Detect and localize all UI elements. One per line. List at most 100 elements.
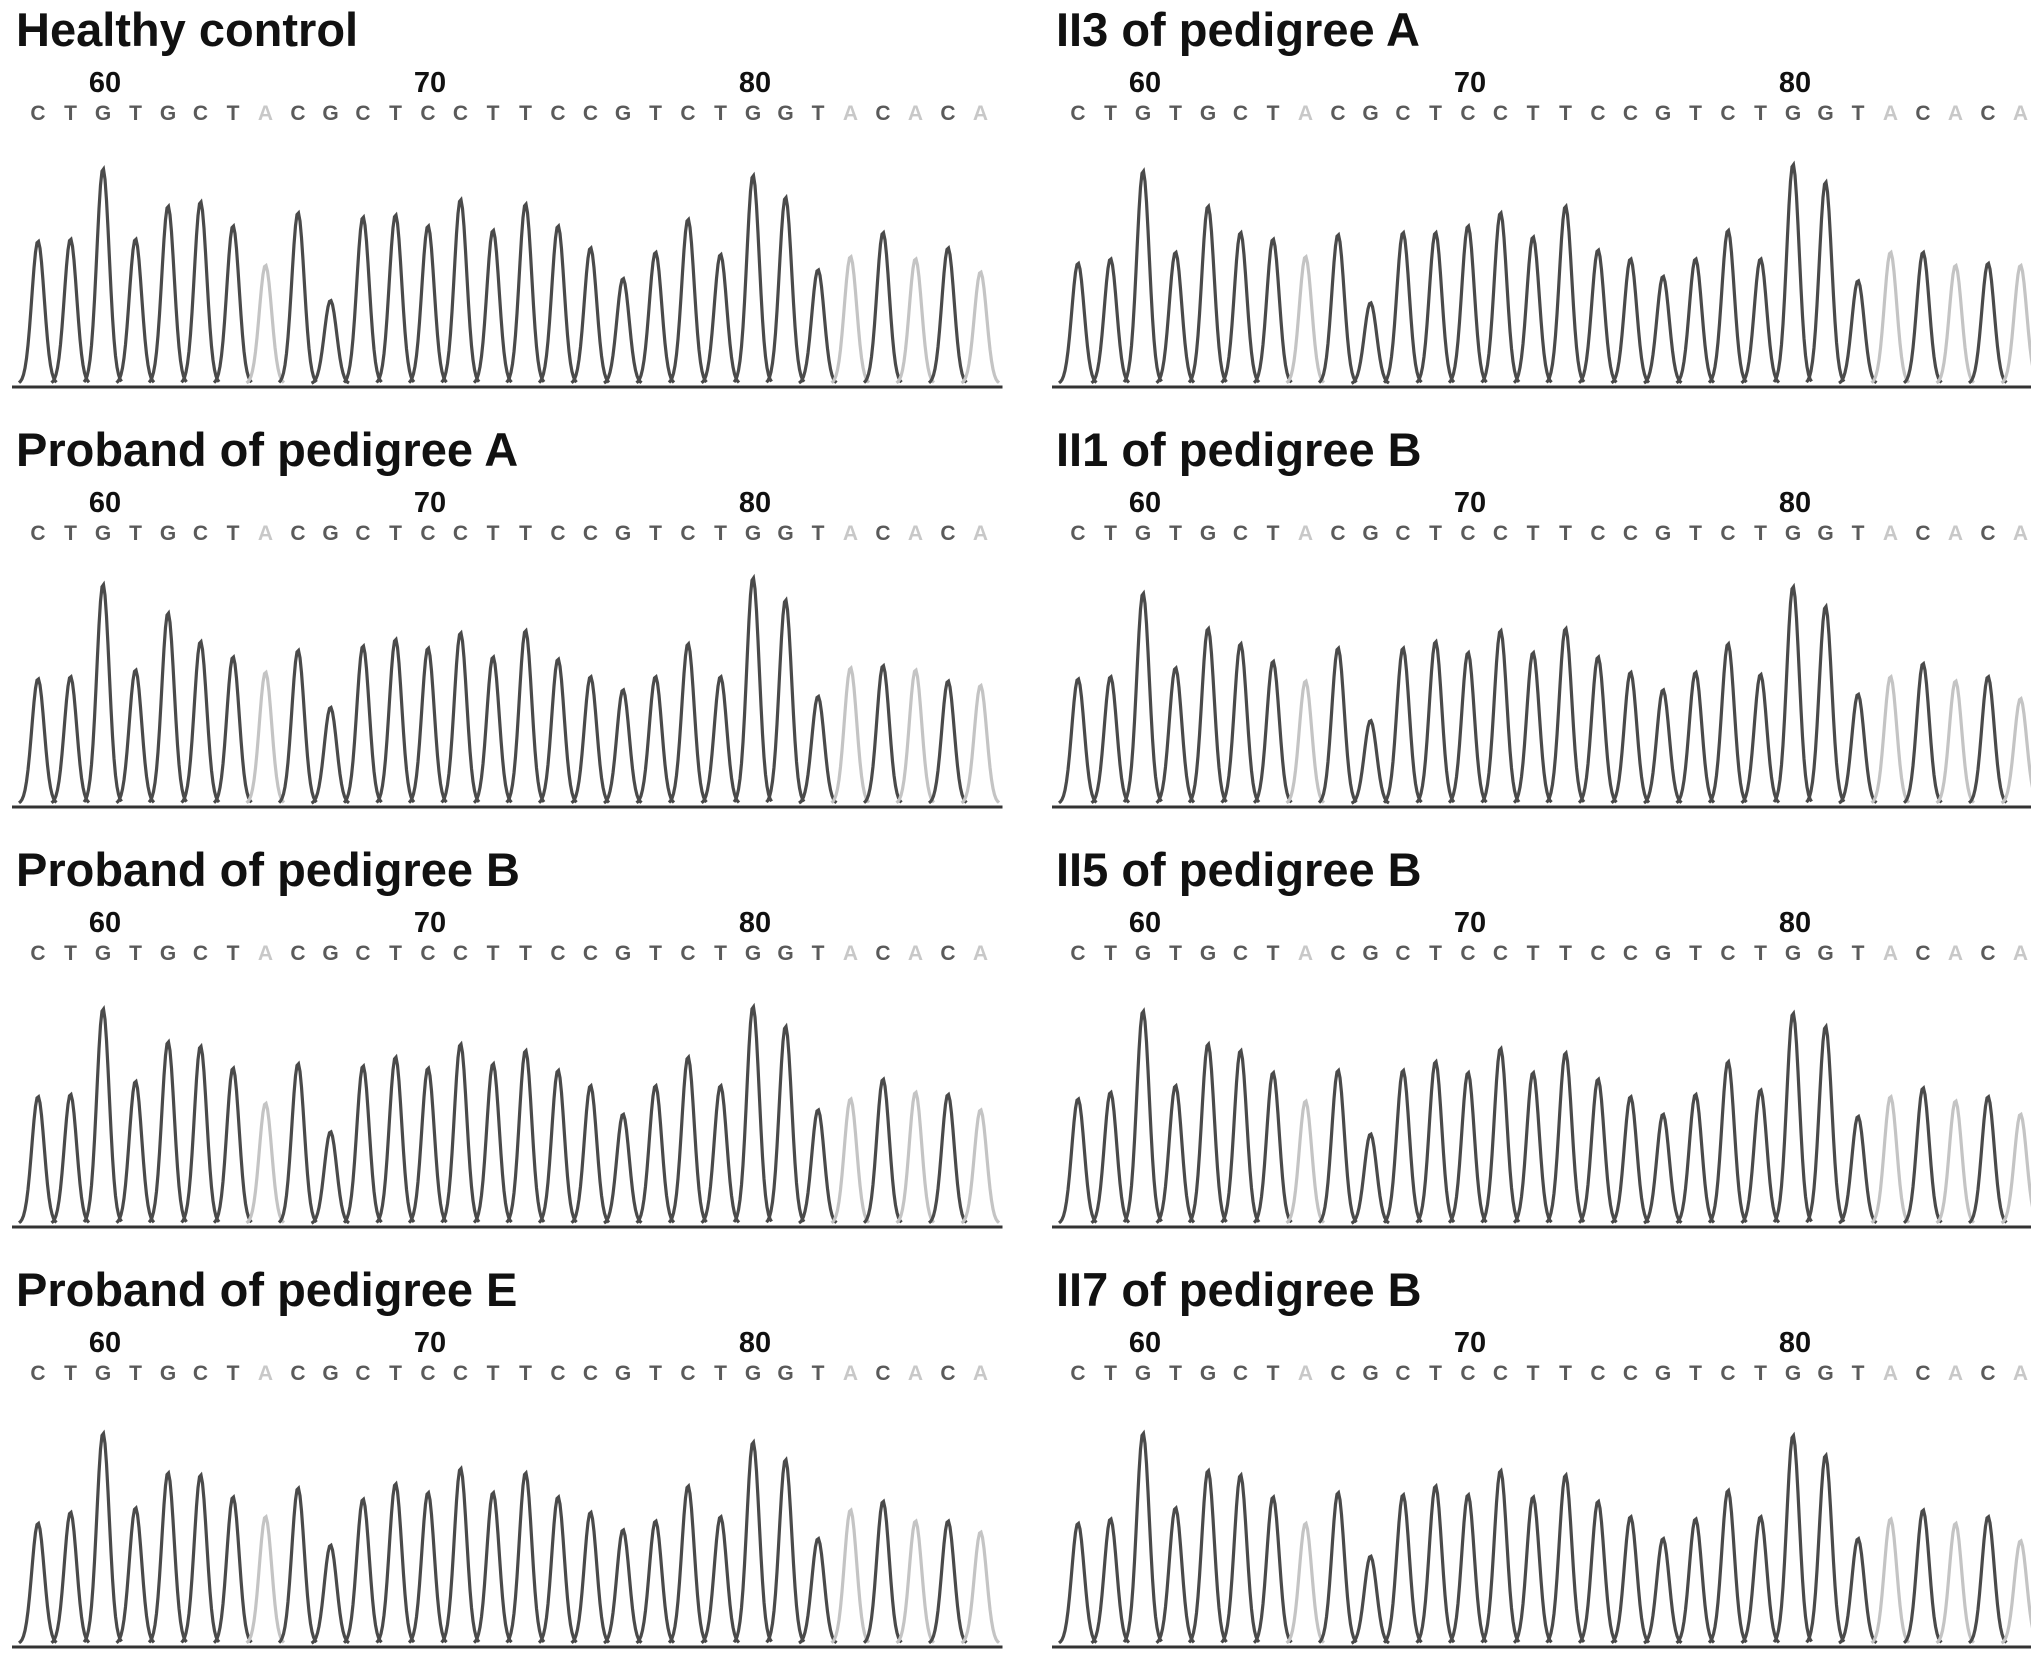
trace-peak	[539, 226, 577, 383]
trace-peak	[247, 1517, 285, 1643]
base-call: C	[1720, 942, 1735, 965]
base-call: C	[453, 522, 468, 545]
base-call: A	[2013, 1362, 2028, 1385]
trace-peak	[1904, 1088, 1942, 1223]
base-call: C	[1330, 1362, 1345, 1385]
trace-peak	[1937, 1523, 1975, 1643]
base-call: A	[973, 942, 988, 965]
position-tick-label: 70	[1454, 487, 1486, 519]
base-call: C	[550, 942, 565, 965]
trace-peak	[214, 657, 252, 803]
trace-peak	[572, 248, 610, 383]
trace-peak	[1059, 1523, 1097, 1643]
trace-peak	[832, 1099, 870, 1223]
trace-peak	[799, 697, 837, 804]
base-call: T	[389, 102, 402, 125]
trace-peak	[149, 1042, 187, 1222]
base-call: C	[1590, 102, 1605, 125]
base-call: C	[583, 102, 598, 125]
trace-peak	[734, 578, 772, 802]
base-call: T	[129, 1362, 142, 1385]
trace-peak	[1384, 233, 1422, 383]
base-call: G	[95, 522, 111, 545]
base-call: G	[95, 102, 111, 125]
base-call: G	[1362, 522, 1378, 545]
trace-peak	[117, 1508, 155, 1643]
base-call: C	[1330, 942, 1345, 965]
trace-peak	[1352, 1134, 1390, 1223]
base-call: C	[1980, 1362, 1995, 1385]
trace-peak	[637, 677, 675, 803]
position-tick-label: 80	[1779, 1327, 1811, 1359]
base-call: A	[843, 522, 858, 545]
base-call: C	[420, 102, 435, 125]
trace-peak	[1319, 1493, 1357, 1643]
base-call: C	[193, 102, 208, 125]
base-call: G	[777, 942, 793, 965]
base-call: G	[1135, 942, 1151, 965]
base-call: C	[1623, 522, 1638, 545]
base-call: G	[1200, 522, 1216, 545]
base-call: C	[1915, 102, 1930, 125]
base-call: T	[1169, 1362, 1182, 1385]
trace-peak	[962, 1110, 1000, 1223]
trace-peak	[117, 239, 155, 382]
trace-peak	[1839, 281, 1877, 383]
trace-peak	[1579, 250, 1617, 383]
base-call: C	[1330, 102, 1345, 125]
base-call: C	[1623, 1362, 1638, 1385]
trace-peak	[182, 1046, 220, 1222]
trace-peak	[474, 1064, 512, 1223]
trace-peak	[279, 651, 317, 803]
base-call: C	[1070, 522, 1085, 545]
base-call: C	[290, 1362, 305, 1385]
base-call: C	[940, 1362, 955, 1385]
trace-peak	[1449, 1073, 1487, 1223]
trace-peak	[1709, 1491, 1747, 1643]
trace-peak	[474, 1493, 512, 1643]
trace-peak	[767, 1460, 805, 1643]
base-call: C	[355, 522, 370, 545]
base-call: T	[649, 522, 662, 545]
trace-peak	[1547, 629, 1585, 803]
position-tick-label: 80	[739, 67, 771, 99]
trace-peak	[1872, 1519, 1910, 1643]
trace-peak	[1059, 1099, 1097, 1223]
trace-peak	[1449, 226, 1487, 383]
trace-peak	[52, 1512, 90, 1642]
base-call: G	[1135, 102, 1151, 125]
trace-peak	[1319, 648, 1357, 802]
base-call: A	[258, 1362, 273, 1385]
base-call: C	[550, 102, 565, 125]
base-call: T	[1689, 102, 1702, 125]
base-call: G	[160, 1362, 176, 1385]
trace-peak	[2002, 1541, 2031, 1643]
base-call: C	[1980, 942, 1995, 965]
trace-peak	[1417, 642, 1455, 803]
base-call: G	[1655, 942, 1671, 965]
trace-peak	[312, 301, 350, 384]
base-call: T	[64, 1362, 77, 1385]
trace-peak	[1937, 266, 1975, 383]
base-call: T	[1689, 1362, 1702, 1385]
position-tick-label: 80	[739, 1327, 771, 1359]
base-call: C	[680, 102, 695, 125]
base-call: A	[973, 522, 988, 545]
trace-peak	[1872, 1097, 1910, 1223]
base-call: T	[1429, 942, 1442, 965]
base-call: C	[1070, 942, 1085, 965]
trace-peak	[539, 659, 577, 802]
base-call: T	[227, 942, 240, 965]
base-call: C	[1233, 1362, 1248, 1385]
trace-peak	[1742, 1090, 1780, 1223]
trace-peak	[279, 1064, 317, 1223]
base-call: A	[1948, 1362, 1963, 1385]
trace-peak	[1092, 1092, 1130, 1222]
base-call: C	[1493, 942, 1508, 965]
base-call: C	[1233, 102, 1248, 125]
base-call: T	[64, 102, 77, 125]
base-call: C	[1720, 1362, 1735, 1385]
